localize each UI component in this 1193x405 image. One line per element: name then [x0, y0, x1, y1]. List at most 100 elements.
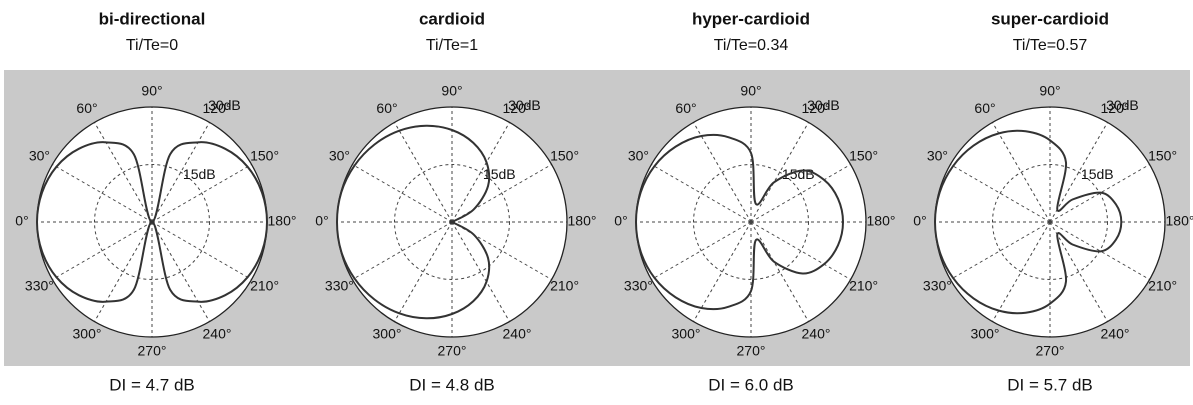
radial-grid-line	[651, 221, 752, 280]
angle-label: 30°	[29, 148, 50, 164]
angle-label: 300°	[672, 325, 701, 341]
directivity-index: DI = 4.8 dB	[409, 375, 495, 394]
angle-label: 330°	[25, 278, 54, 294]
angle-label: 120°	[203, 100, 232, 116]
angle-label: 180°	[867, 213, 896, 229]
angle-label: 240°	[203, 325, 232, 341]
radial-grid-circle	[992, 164, 1108, 280]
radial-label: 30dB	[1106, 97, 1139, 113]
polar-pattern	[35, 141, 269, 303]
angle-label: 30°	[329, 148, 350, 164]
radial-grid-line	[394, 221, 453, 322]
angle-label: 90°	[441, 83, 462, 99]
chart-title: super-cardioid	[991, 9, 1109, 28]
angle-label: 90°	[1039, 83, 1060, 99]
polar-pattern	[933, 129, 1123, 315]
radial-label: 15dB	[483, 166, 516, 182]
radial-grid-line	[1049, 164, 1150, 223]
angle-label: 180°	[1166, 213, 1193, 229]
radial-label: 15dB	[183, 166, 216, 182]
angle-label: 30°	[927, 148, 948, 164]
angle-label: 240°	[802, 325, 831, 341]
radial-label: 15dB	[1081, 166, 1114, 182]
polar-pattern	[634, 133, 845, 311]
radial-grid-line	[750, 221, 851, 280]
angle-label: 180°	[268, 213, 297, 229]
angle-label: 60°	[675, 100, 696, 116]
radial-grid-line	[151, 164, 252, 223]
radial-grid-line	[950, 164, 1051, 223]
radial-grid-line	[151, 122, 210, 223]
angle-label: 270°	[1036, 343, 1065, 359]
angle-label: 120°	[802, 100, 831, 116]
angle-label: 0°	[15, 213, 28, 229]
radial-grid-line	[693, 122, 752, 223]
angle-label: 30°	[628, 148, 649, 164]
angle-label: 300°	[971, 325, 1000, 341]
radial-grid-line	[750, 221, 809, 322]
radial-grid-line	[451, 221, 510, 322]
radial-grid-line	[151, 221, 252, 280]
radial-grid-line	[1049, 122, 1108, 223]
radial-grid-line	[52, 221, 153, 280]
angle-label: 210°	[550, 278, 579, 294]
radial-grid-line	[1049, 221, 1108, 322]
angle-label: 150°	[250, 148, 279, 164]
angle-label: 150°	[1148, 148, 1177, 164]
chart-title: bi-directional	[99, 9, 206, 28]
radial-grid-line	[352, 164, 453, 223]
directivity-index: DI = 5.7 dB	[1007, 375, 1093, 394]
radial-grid-line	[352, 221, 453, 280]
angle-label: 210°	[250, 278, 279, 294]
chart-subtitle: Ti/Te=1	[426, 37, 478, 54]
radial-grid-line	[52, 164, 153, 223]
angle-label: 60°	[76, 100, 97, 116]
radial-label: 30dB	[508, 97, 541, 113]
radial-grid-circle	[394, 164, 510, 280]
angle-label: 300°	[73, 325, 102, 341]
radial-grid-line	[992, 122, 1051, 223]
angle-label: 0°	[614, 213, 627, 229]
radial-grid-line	[451, 122, 510, 223]
radial-grid-circle	[94, 164, 210, 280]
angle-label: 330°	[624, 278, 653, 294]
radial-grid-line	[394, 122, 453, 223]
angle-label: 60°	[974, 100, 995, 116]
angle-label: 60°	[376, 100, 397, 116]
angle-label: 150°	[550, 148, 579, 164]
angle-label: 0°	[913, 213, 926, 229]
angle-label: 210°	[849, 278, 878, 294]
angle-label: 270°	[138, 343, 167, 359]
angle-label: 120°	[503, 100, 532, 116]
angle-label: 240°	[503, 325, 532, 341]
chart-title: cardioid	[419, 9, 485, 28]
radial-grid-line	[94, 221, 153, 322]
angle-label: 330°	[325, 278, 354, 294]
radial-label: 30dB	[807, 97, 840, 113]
radial-label: 30dB	[208, 97, 241, 113]
radial-grid-line	[693, 221, 752, 322]
polar-pattern	[335, 124, 491, 320]
radial-grid-line	[151, 221, 210, 322]
radial-grid-circle	[693, 164, 809, 280]
radial-grid-line	[94, 122, 153, 223]
angle-label: 180°	[568, 213, 597, 229]
angle-label: 90°	[141, 83, 162, 99]
angle-label: 240°	[1101, 325, 1130, 341]
chart-subtitle: Ti/Te=0	[126, 37, 178, 54]
chart-subtitle: Ti/Te=0.34	[714, 37, 789, 54]
directivity-index: DI = 6.0 dB	[708, 375, 794, 394]
angle-label: 90°	[740, 83, 761, 99]
angle-label: 270°	[438, 343, 467, 359]
chart-subtitle: Ti/Te=0.57	[1013, 37, 1088, 54]
angle-label: 270°	[737, 343, 766, 359]
angle-label: 210°	[1148, 278, 1177, 294]
radial-grid-line	[750, 164, 851, 223]
angle-label: 0°	[315, 213, 328, 229]
angle-label: 330°	[923, 278, 952, 294]
radial-grid-line	[1049, 221, 1150, 280]
radial-grid-line	[651, 164, 752, 223]
angle-label: 150°	[849, 148, 878, 164]
directivity-index: DI = 4.7 dB	[109, 375, 195, 394]
